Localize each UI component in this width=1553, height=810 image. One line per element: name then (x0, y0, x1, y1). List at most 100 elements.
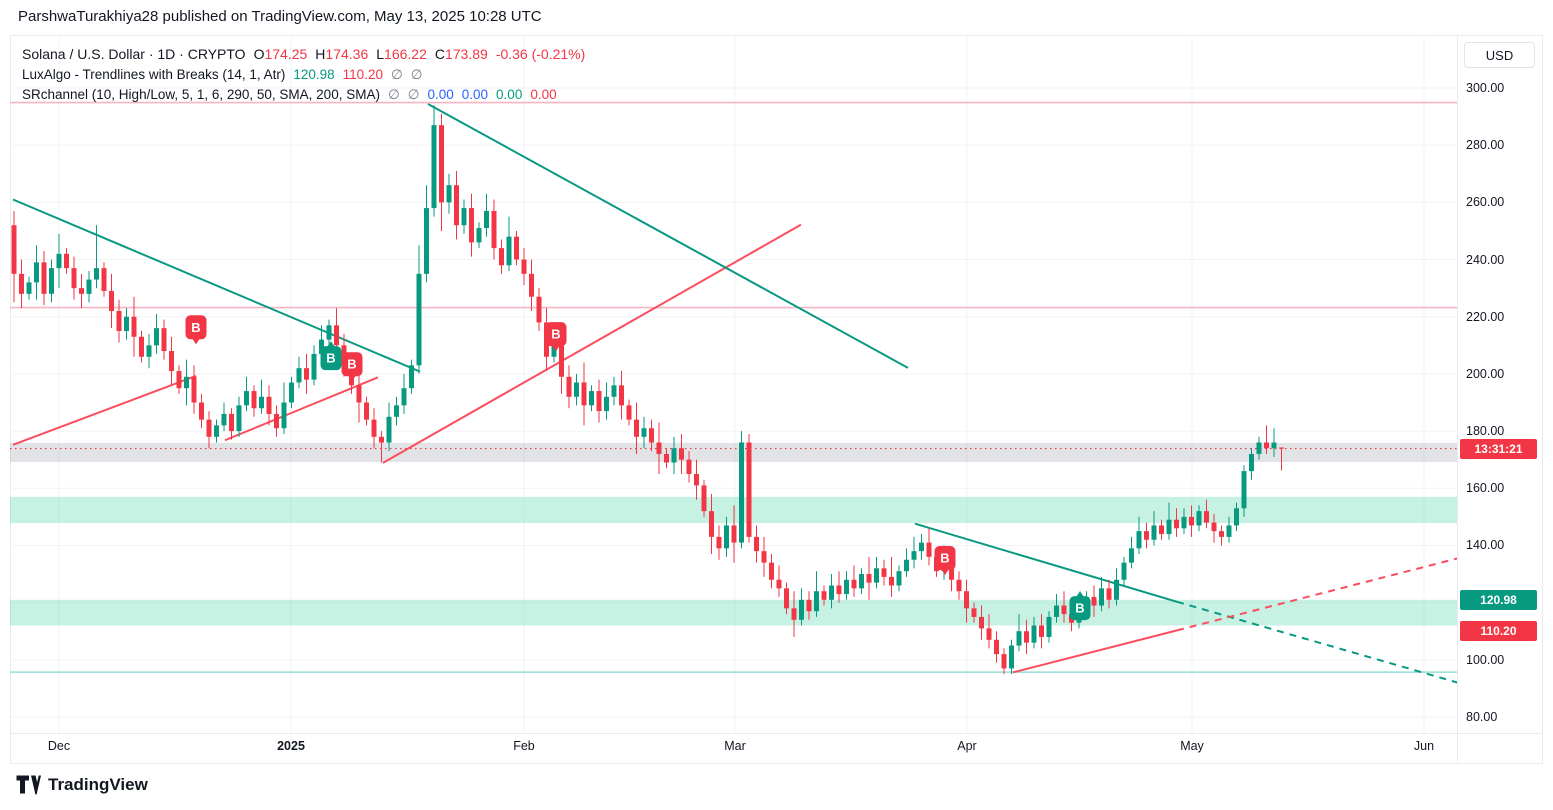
candle-down (926, 542, 932, 557)
trendline-red[interactable] (12, 374, 197, 446)
candle-up (859, 574, 864, 589)
candle-down (679, 448, 684, 460)
candle-down (206, 419, 212, 437)
candle-up (446, 185, 452, 203)
price-tick-label: 260.00 (1466, 195, 1505, 210)
candle-down (821, 591, 827, 600)
legend-row-symbol[interactable]: Solana / U.S. Dollar · 1D · CRYPTO O174.2… (22, 44, 585, 65)
candle-up (289, 382, 294, 403)
candle-up (244, 391, 249, 406)
candle-down (139, 336, 144, 357)
candle-down (746, 442, 752, 537)
candle-up (1129, 548, 1134, 563)
price-tick-label: 240.00 (1466, 252, 1505, 267)
break-marker: B (185, 315, 207, 345)
candle-down (304, 368, 309, 380)
candle-up (1009, 645, 1014, 669)
candle-down (769, 562, 774, 580)
candle-up (1196, 511, 1202, 526)
time-axis-label: May (1180, 739, 1204, 753)
candle-up (874, 568, 879, 583)
candle-up (919, 542, 924, 552)
legend-row-luxalgo[interactable]: LuxAlgo - Trendlines with Breaks (14, 1,… (22, 65, 585, 86)
tradingview-logo[interactable]: TradingView (16, 774, 148, 795)
candle-down (439, 125, 444, 203)
currency-toggle-button[interactable]: USD (1464, 42, 1535, 68)
candle-down (1189, 516, 1194, 526)
price-tick-label: 140.00 (1466, 538, 1505, 553)
candle-up (1046, 616, 1052, 637)
candle-down (274, 413, 279, 429)
candle-down (1061, 605, 1067, 615)
candle-down (776, 579, 782, 589)
candle-up (1271, 442, 1277, 449)
candle-down (1106, 588, 1112, 600)
candle-up (671, 448, 677, 463)
candle-down (521, 259, 527, 274)
candle-down (1159, 525, 1164, 535)
trendline-red[interactable] (224, 376, 379, 442)
trendline-green[interactable] (12, 198, 421, 373)
svg-text:B: B (191, 320, 200, 335)
trendline-green[interactable] (427, 103, 909, 369)
time-axis[interactable]: Dec 2025 Feb Mar Apr May Jun (0, 735, 1553, 763)
ohlc-low-value: 166.22 (384, 46, 427, 62)
candle-down (379, 436, 384, 443)
ohlc-high-value: 174.36 (325, 46, 369, 62)
candle-up (124, 316, 129, 332)
candle-up (1181, 516, 1187, 529)
srchannel-value-4: 0.00 (530, 87, 557, 102)
trendline-red[interactable] (382, 223, 802, 464)
svg-text:B: B (347, 357, 356, 372)
time-axis-label: Feb (513, 739, 535, 753)
candle-up (604, 396, 609, 412)
candle-up (829, 585, 834, 600)
candle-down (334, 325, 339, 346)
svg-text:B: B (1075, 601, 1084, 616)
candle-down (491, 210, 497, 249)
candle-up (739, 442, 744, 543)
trendline-green-dashed[interactable] (1176, 600, 1460, 684)
candle-down (1219, 531, 1224, 537)
trendline-red-dashed[interactable] (1176, 557, 1460, 632)
candle-down (364, 402, 369, 420)
price-axis[interactable]: 300.00 280.00 260.00 240.00 220.00 200.00 180.… (1460, 0, 1552, 810)
candle-up (476, 228, 482, 243)
price-tick-label: 300.00 (1466, 81, 1505, 95)
candle-down (596, 391, 602, 412)
candle-down (536, 296, 542, 323)
candle-up (214, 425, 219, 437)
trendline-red[interactable] (1012, 629, 1178, 674)
legend-row-srchannel[interactable]: SRchannel (10, High/Low, 5, 1, 6, 290, 5… (22, 85, 585, 106)
candle-down (64, 253, 69, 269)
candle-down (1091, 596, 1097, 606)
candle-up (1016, 631, 1022, 646)
price-axis-badge: 13:31:21 (1460, 438, 1537, 459)
candle-down (1001, 654, 1007, 669)
candle-down (964, 591, 969, 609)
sr-resistance-zone (10, 442, 1457, 462)
candle-up (386, 416, 392, 443)
candle-down (41, 262, 47, 294)
srchannel-value-2: 0.00 (461, 87, 489, 102)
candle-up (799, 599, 804, 620)
candle-up (844, 579, 849, 595)
price-axis-badge: 120.98 (1460, 589, 1537, 610)
candle-down (701, 485, 707, 512)
candle-up (154, 328, 159, 346)
indicator-title: LuxAlgo - Trendlines with Breaks (14, 1,… (22, 66, 286, 82)
candle-down (1264, 442, 1269, 449)
luxalgo-empty-1: ∅ (390, 66, 403, 82)
trendline-green[interactable] (914, 522, 1178, 603)
candle-down (266, 396, 272, 414)
candle-down (649, 428, 654, 443)
candle-up (461, 208, 467, 226)
price-tick-label: 160.00 (1466, 481, 1505, 496)
candle-down (1204, 511, 1209, 523)
candle-up (184, 376, 189, 389)
candle-up (1099, 588, 1104, 606)
candle-up (281, 402, 287, 429)
break-marker: B (341, 352, 363, 382)
